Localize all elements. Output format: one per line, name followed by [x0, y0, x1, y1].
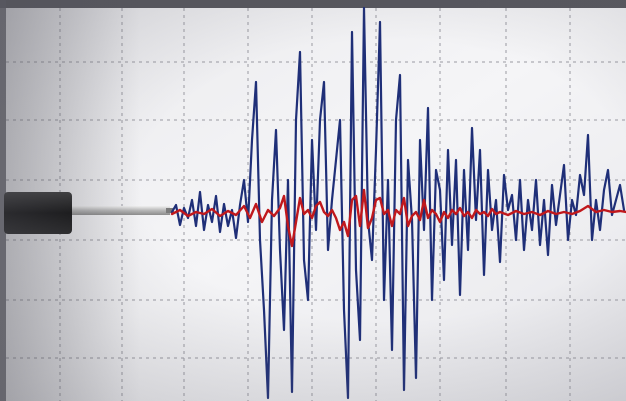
stylus-arm	[70, 206, 170, 215]
grid-lines	[6, 8, 626, 401]
stylus	[4, 192, 174, 234]
top-border	[0, 0, 626, 8]
seismic-trace-red	[170, 188, 626, 248]
left-border	[0, 0, 6, 401]
stylus-body	[4, 192, 72, 234]
stylus-tip	[166, 208, 174, 213]
